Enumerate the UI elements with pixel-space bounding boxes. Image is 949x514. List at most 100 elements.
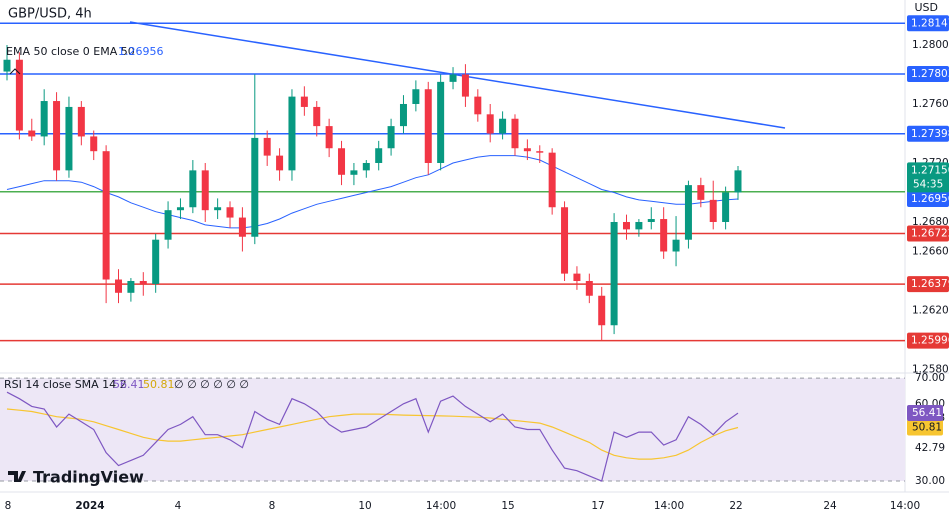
candle-body <box>164 210 172 240</box>
y-tick-label: 1.26800 <box>912 216 949 228</box>
sma-tag-label: 50.81 <box>912 421 942 433</box>
x-tick-label: 14:00 <box>426 500 456 512</box>
candle-body <box>684 185 692 240</box>
candle-body <box>375 148 383 163</box>
plot: 1.280001.276001.272001.268001.266001.262… <box>0 15 949 512</box>
y-tick-label: 1.25800 <box>912 363 949 375</box>
sma-tag <box>907 419 943 436</box>
y-tick-label: 1.28000 <box>912 39 949 51</box>
price-tag-label: 1.27803 <box>911 68 949 80</box>
candle-body <box>189 170 197 208</box>
candle-body <box>226 207 234 218</box>
logo-text: TradingView <box>33 468 144 487</box>
candle-body <box>499 118 507 134</box>
price-tag <box>907 15 949 32</box>
candle-body <box>276 155 284 171</box>
rsi-tick-label: 70.00 <box>915 372 945 384</box>
logo-icon <box>8 471 26 482</box>
x-tick-label: 4 <box>175 500 182 512</box>
price-tag <box>907 190 949 207</box>
candle-body <box>610 221 618 326</box>
candle-body <box>474 96 482 115</box>
price-tag-label: 1.28147 <box>911 17 949 29</box>
x-tick-label: 22 <box>729 500 742 512</box>
candle-body <box>511 118 519 149</box>
candle-body <box>338 148 346 175</box>
candle-body <box>214 207 222 211</box>
candle-body <box>40 101 48 137</box>
candle-body <box>238 217 246 237</box>
candle-body <box>399 103 407 127</box>
candle-body <box>672 239 680 252</box>
price-tag-label: 1.26379 <box>911 278 949 290</box>
candle-body <box>722 192 730 222</box>
collapse-icon[interactable] <box>9 68 21 75</box>
candle-body <box>313 106 321 127</box>
candle-body <box>548 152 556 208</box>
rsi-line <box>6 391 739 482</box>
sma-value: 50.81 <box>143 378 175 391</box>
rsi-tick-label: 30.00 <box>915 475 945 487</box>
candle-body <box>635 221 643 230</box>
candle-body <box>115 279 123 293</box>
candle-body <box>486 114 494 134</box>
x-tick-label: 24 <box>823 500 837 512</box>
logo: TradingView <box>8 468 144 487</box>
candle-body <box>325 126 333 149</box>
candle-body <box>28 130 36 137</box>
price-tag-label: 1.27150 <box>911 164 949 176</box>
candle-body <box>350 170 358 175</box>
price-tag <box>907 332 949 349</box>
x-tick-label: 8 <box>269 500 276 512</box>
candle-body <box>424 89 432 163</box>
sma-line <box>6 408 739 460</box>
candle-body <box>139 280 147 284</box>
candle-body <box>201 170 209 211</box>
x-tick-label: 10 <box>358 500 371 512</box>
x-tick-label: 8 <box>5 500 12 512</box>
price-tag <box>907 225 949 242</box>
trend-line <box>129 21 786 129</box>
price-tag <box>907 162 949 193</box>
x-tick-label: 2024 <box>75 500 104 512</box>
candle-body <box>660 219 668 252</box>
x-tick-label: 14:00 <box>654 500 684 512</box>
x-tick-label: 17 <box>591 500 604 512</box>
y-tick-label: 1.26200 <box>912 304 949 316</box>
candle-body <box>65 106 73 171</box>
candle-body <box>300 96 308 107</box>
candle-body <box>561 207 569 274</box>
candle-body <box>3 59 11 72</box>
rsi-tag <box>907 405 943 422</box>
candle-body <box>102 151 110 280</box>
price-countdown: 54:35 <box>913 178 943 190</box>
rsi-value: 56.41 <box>113 378 145 391</box>
candle-body <box>251 137 259 237</box>
candle-body <box>263 137 271 156</box>
candle-body <box>647 219 655 222</box>
x-tick-label: 15 <box>501 500 514 512</box>
rsi-flags: ∅ ∅ ∅ ∅ ∅ ∅ <box>174 378 249 391</box>
x-tick-label: 14:00 <box>890 500 920 512</box>
candle-body <box>573 273 581 281</box>
candle-body <box>53 101 61 171</box>
price-tag-label: 1.26956 <box>911 193 949 205</box>
candle-body <box>127 280 135 293</box>
indicator-label: EMA 50 close 0 EMA 50 <box>6 45 135 58</box>
candle-body <box>622 221 630 230</box>
candle-body <box>387 126 395 149</box>
candle-body <box>176 207 184 211</box>
price-tag <box>907 125 949 142</box>
candle-body <box>536 151 544 153</box>
candle-body <box>697 185 705 200</box>
candle-body <box>77 106 85 137</box>
rsi-title: RSI 14 close SMA 14 2 <box>4 378 127 391</box>
candle-body <box>90 136 98 152</box>
candle-body <box>709 199 717 222</box>
candle-body <box>152 239 160 284</box>
chart-title: GBP/USD, 4h <box>8 7 92 22</box>
candle-body <box>362 162 370 171</box>
candle-body <box>449 74 457 82</box>
price-tag <box>907 66 949 83</box>
